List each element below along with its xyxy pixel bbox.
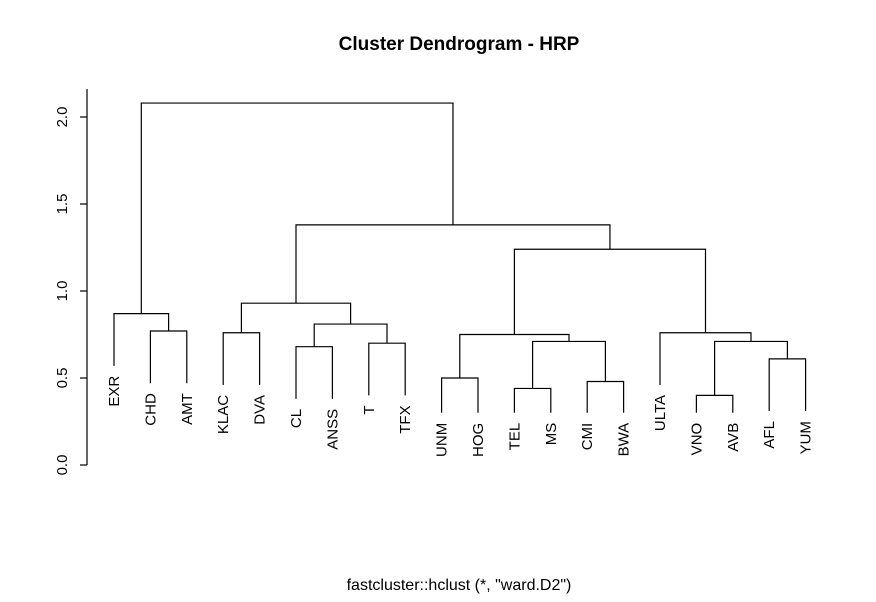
dendrogram-merge-16: [513, 248, 707, 335]
dendrogram-merge-8: [513, 387, 552, 413]
x-axis-label: fastcluster::hclust (*, "ward.D2"): [347, 577, 572, 594]
leaf-label-dva: DVA: [252, 395, 269, 425]
leaf-label-exr: EXR: [106, 376, 123, 407]
leaf-label-vno: VNO: [688, 423, 705, 456]
dendrogram-merge-17: [295, 224, 611, 304]
y-tick-label-1: 0.5: [54, 368, 71, 389]
dendrogram-merge-18: [140, 102, 454, 314]
dendrogram-merge-13: [768, 358, 807, 412]
dendrogram-merge-15: [659, 332, 752, 385]
dendrogram-merge-0: [149, 330, 188, 384]
dendrogram-merge-7: [441, 377, 479, 413]
leaf-label-t: T: [361, 405, 378, 414]
y-axis: 0.0 0.5 1.0 1.5 2.0: [54, 89, 88, 476]
dendrogram-merge-2: [222, 332, 261, 385]
dendrogram-merge-6: [240, 302, 352, 333]
chart-title: Cluster Dendrogram - HRP: [339, 34, 580, 55]
leaf-label-anss: ANSS: [324, 409, 341, 450]
leaf-label-ms: MS: [543, 423, 560, 446]
y-tick-label-2: 1.0: [54, 281, 71, 302]
leaf-label-hog: HOG: [470, 423, 487, 457]
dendrogram-merge-12: [695, 394, 734, 413]
leaf-labels: EXR CHD AMT KLAC DVA CL ANSS T TFX UNM HOG TEL MS CMI…: [106, 376, 815, 457]
dendrogram-merge-14: [714, 340, 788, 396]
dendrogram-merge-9: [586, 380, 625, 413]
leaf-label-tel: TEL: [506, 423, 523, 451]
leaf-label-cmi: CMI: [579, 423, 596, 451]
leaf-label-unm: UNM: [434, 423, 451, 457]
leaf-label-amt: AMT: [179, 393, 196, 425]
leaf-label-chd: CHD: [142, 393, 159, 426]
dendrogram-merge-3: [295, 346, 333, 399]
dendrogram-merge-4: [368, 342, 406, 396]
leaf-label-avb: AVB: [725, 423, 742, 452]
y-tick-label-4: 2.0: [54, 107, 71, 128]
leaf-label-bwa: BWA: [616, 423, 633, 457]
y-tick-label-0: 0.0: [54, 455, 71, 476]
dendrogram-branches: [113, 102, 807, 413]
leaf-label-yum: YUM: [798, 421, 815, 454]
y-tick-label-3: 1.5: [54, 194, 71, 215]
leaf-label-tfx: TFX: [397, 405, 414, 433]
leaf-label-ulta: ULTA: [652, 395, 669, 431]
leaf-label-afl: AFL: [761, 421, 778, 449]
dendrogram-merge-1: [113, 313, 170, 366]
leaf-label-cl: CL: [288, 409, 305, 428]
leaf-label-klac: KLAC: [215, 395, 232, 434]
